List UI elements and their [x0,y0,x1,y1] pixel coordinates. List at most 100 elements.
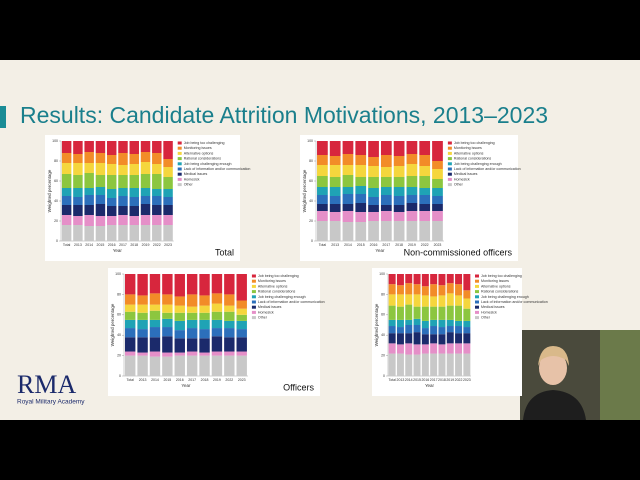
bar-segment [396,333,404,345]
bar-segment [432,221,443,241]
bar-segment [163,141,173,159]
bar-segment [137,274,148,296]
bar-segment [446,274,454,284]
bar-segment [368,221,379,241]
bar-segment [84,226,94,241]
bar-segment [106,216,117,225]
bar-segment [137,295,148,305]
bar-segment [438,319,446,328]
chart-caption: Officers [283,382,314,392]
x-tick-label: Total [63,243,71,247]
bar-segment [140,204,151,215]
bar-segment [84,215,94,226]
bar-segment [455,305,463,321]
bar-segment [388,326,396,334]
bar-segment [84,163,94,173]
x-tick-label: Total [319,243,327,247]
bar-segment [421,274,429,287]
bar-segment [342,165,354,175]
bar-segment [118,188,128,196]
bar-segment [106,189,117,198]
chart-caption: Total [215,247,234,257]
bar-segment [421,334,429,345]
bar-segment [174,296,185,306]
bar-segment [446,353,454,376]
bar-segment [368,177,379,188]
x-tick-label: 2016 [421,378,429,382]
y-tick-label: 20 [117,354,121,358]
x-tick-label: 2017 [188,378,196,382]
bar-segment [393,196,405,205]
bar-segment [162,318,173,328]
logo: RMA Royal Military Academy [17,370,85,406]
bar-segment [186,294,198,307]
bar-segment [95,153,106,163]
bar-segment [396,285,404,295]
bar-segment [342,194,354,204]
legend-swatch [251,316,256,320]
legend-swatch [475,316,479,320]
bar-segment [355,165,367,177]
bar-segment [368,197,379,205]
bar-segment [413,332,421,345]
x-tick-label: 2018 [438,378,446,382]
legend-label: Job being challenging enough [454,162,502,166]
bar-segment [199,312,210,320]
legend-swatch [447,167,452,171]
bar-segment [124,337,136,352]
bar-segment [393,141,405,156]
bar-segment [317,165,328,176]
bar-segment [73,154,83,163]
bar-segment [162,312,173,319]
legend-label: Lack of information and/or communication [454,167,521,171]
bar-segment [413,354,421,376]
bar-segment [393,187,405,196]
bar-segment [95,216,106,226]
bar-segment [73,197,83,205]
bar-segment [438,353,446,376]
bar-segment [95,163,106,175]
bar-segment [455,274,463,285]
bar-segment [236,300,247,309]
bar-segment [186,306,198,313]
bar-segment [61,225,72,241]
bar-segment [413,274,421,285]
bar-segment [140,196,151,204]
legend-label: Medical issues [184,172,208,176]
bar-segment [152,215,162,225]
bar-segment [405,319,413,325]
x-tick-label: 2023 [463,378,471,382]
bar-segment [413,294,421,307]
bar-segment [211,328,223,337]
legend-label: Monitoring issues [184,146,212,150]
bar-segment [149,337,161,352]
slide-title: Results: Candidate Attrition Motivations… [20,102,548,128]
bar-segment [95,187,106,195]
legend-swatch [177,146,182,150]
bar-segment [61,188,72,196]
y-tick-label: 20 [381,354,385,358]
bar-segment [162,304,173,313]
bar-segment [405,294,413,305]
legend-swatch [251,310,256,314]
bar-segment [342,204,354,211]
bar-segment [106,155,117,164]
bar-segment [118,153,128,165]
bar-segment [446,332,454,344]
bar-segment [405,283,413,295]
x-axis-label: Year [113,248,123,253]
bar-segment [329,196,341,204]
bar-segment [61,141,72,153]
bar-segment [463,320,471,328]
bar-segment [446,343,454,354]
bar-segment [455,320,463,327]
x-tick-label: 2018 [130,243,138,247]
bar-segment [224,328,235,338]
legend-label: Alternative options [454,151,484,155]
bar-segment [73,163,83,175]
bar-segment [388,305,396,320]
bar-segment [380,221,392,241]
x-tick-label: 2013 [139,378,147,382]
bar-segment [438,334,446,345]
